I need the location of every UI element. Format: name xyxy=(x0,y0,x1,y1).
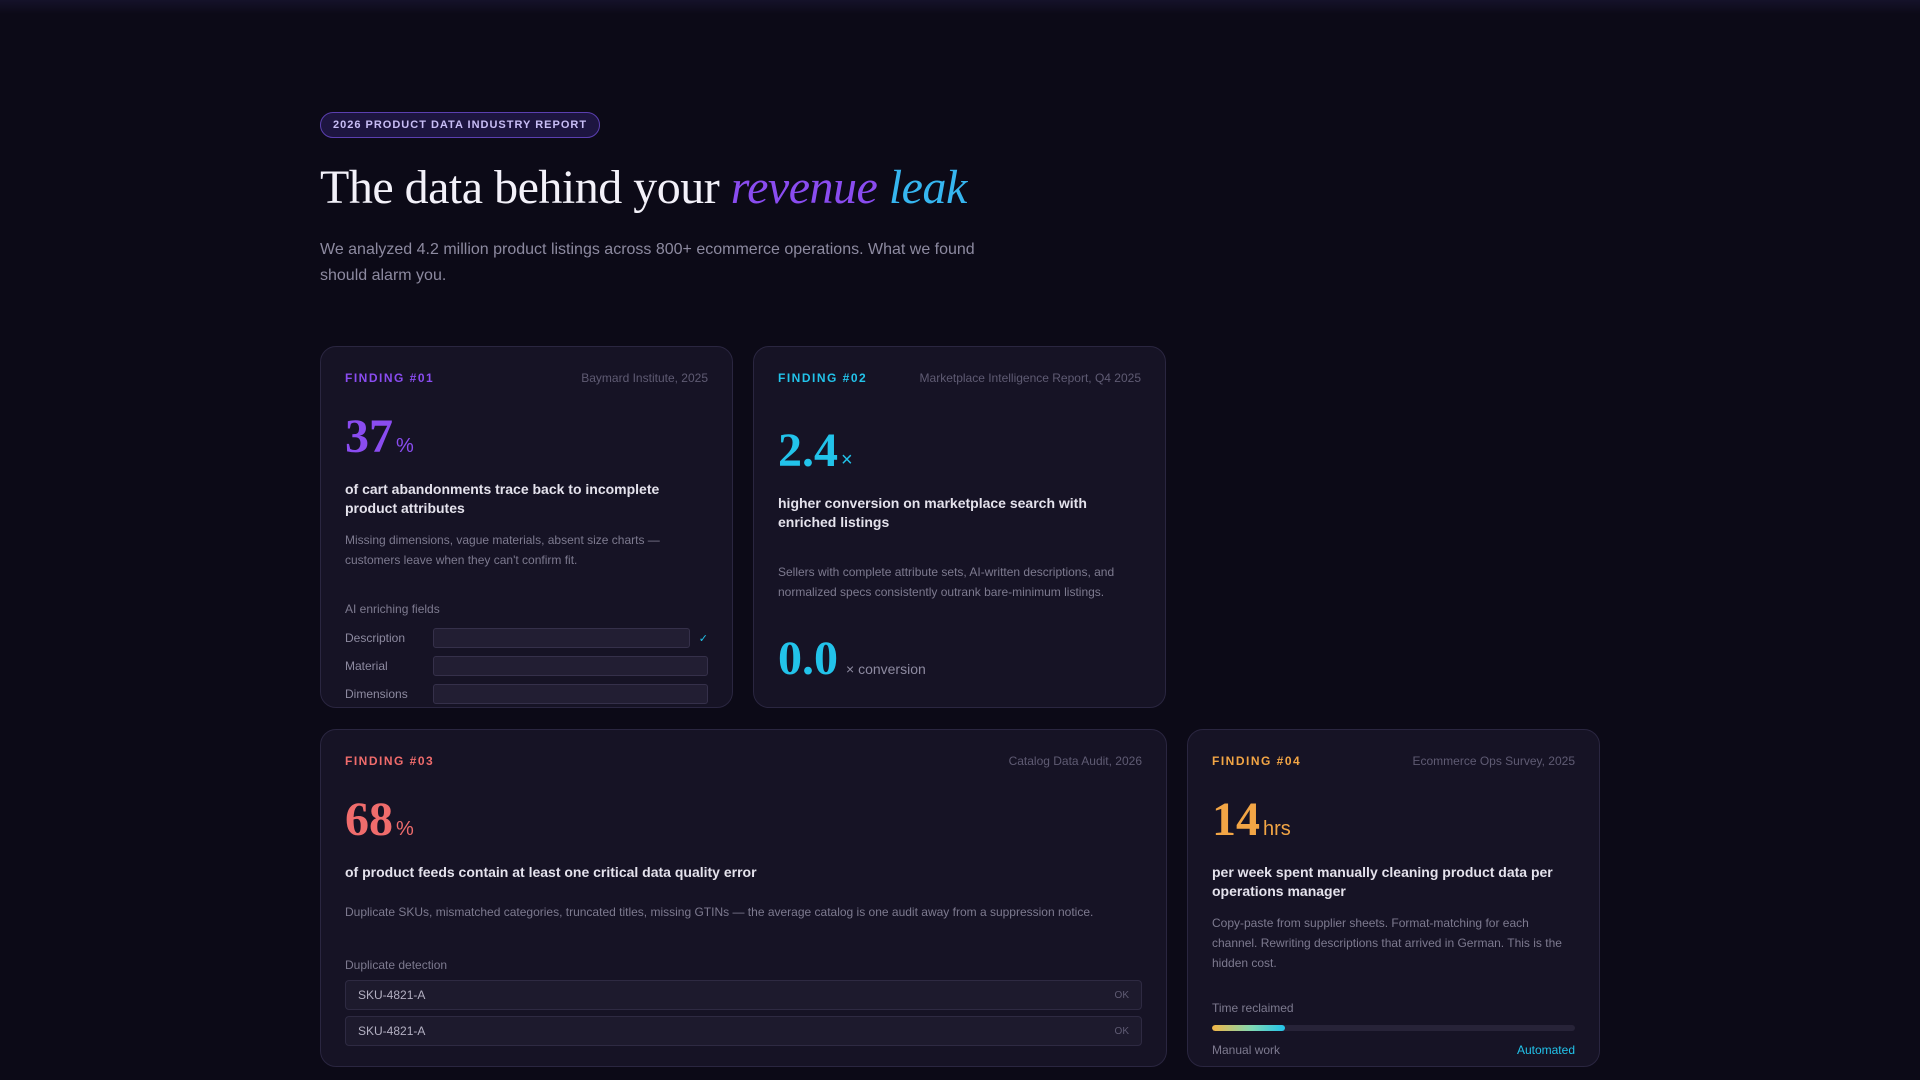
finding-card-02: FINDING #02 Marketplace Intelligence Rep… xyxy=(753,346,1166,708)
finding-stat: 68% xyxy=(345,794,1142,855)
sku-id: SKU-4821-A xyxy=(358,1024,426,1038)
sku-status: OK xyxy=(1114,1025,1129,1037)
finding-tag: FINDING #03 xyxy=(345,754,435,768)
field-name: Description xyxy=(345,631,406,645)
conversion-counter: 0.0 × conversion xyxy=(778,635,926,683)
field-progress-bar xyxy=(433,656,708,676)
title-accent-revenue: revenue xyxy=(730,161,878,214)
card-header: FINDING #03 Catalog Data Audit, 2026 xyxy=(345,754,1142,768)
finding-tag: FINDING #04 xyxy=(1212,754,1302,768)
finding-tag: FINDING #02 xyxy=(778,371,868,385)
stat-number: 37 xyxy=(345,410,393,463)
check-icon: ✓ xyxy=(698,632,708,645)
field-row-dimensions: Dimensions xyxy=(345,680,708,708)
finding-tag: FINDING #01 xyxy=(345,371,435,385)
sku-row: SKU-4821-A OK xyxy=(345,980,1142,1010)
finding-source: Catalog Data Audit, 2026 xyxy=(1008,754,1142,768)
card-header: FINDING #04 Ecommerce Ops Survey, 2025 xyxy=(1212,754,1575,768)
counter-suffix: × conversion xyxy=(846,661,926,677)
field-progress-bar xyxy=(433,628,690,648)
report-badge: 2026 PRODUCT DATA INDUSTRY REPORT xyxy=(320,112,601,138)
finding-card-03: FINDING #03 Catalog Data Audit, 2026 68%… xyxy=(320,729,1167,1067)
sku-row: SKU-4821-A OK xyxy=(345,1016,1142,1046)
finding-headline: of cart abandonments trace back to incom… xyxy=(345,481,660,516)
finding-description: Copy-paste from supplier sheets. Format-… xyxy=(1212,916,1562,970)
top-band xyxy=(0,0,1920,14)
page-subtitle: We analyzed 4.2 million product listings… xyxy=(320,241,975,284)
card-header: FINDING #02 Marketplace Intelligence Rep… xyxy=(778,371,1141,385)
finding-stat: 14 hrs xyxy=(1212,794,1575,855)
stat-number: 68 xyxy=(345,793,393,846)
sku-id: SKU-4821-A xyxy=(358,988,426,1002)
finding-description: Sellers with complete attribute sets, AI… xyxy=(778,565,1115,599)
progress-fill xyxy=(1212,1025,1285,1031)
finding-headline: higher conversion on marketplace search … xyxy=(778,495,1087,530)
field-name: Dimensions xyxy=(345,687,408,701)
stat-unit: % xyxy=(396,435,414,457)
finding-description: Missing dimensions, vague materials, abs… xyxy=(345,533,660,567)
progress-label-manual: Manual work xyxy=(1212,1043,1281,1057)
card-header: FINDING #01 Baymard Institute, 2025 xyxy=(345,371,708,385)
finding-source: Baymard Institute, 2025 xyxy=(581,371,708,385)
field-progress-bar xyxy=(433,684,708,704)
enrichment-fields: Description ✓ Material Dimensions xyxy=(345,624,708,708)
stat-unit: hrs xyxy=(1263,818,1291,840)
field-row-material: Material xyxy=(345,652,708,680)
stat-number: 2.4 xyxy=(778,424,838,477)
widget-label: Duplicate detection xyxy=(345,958,448,972)
time-reclaimed-progress xyxy=(1212,1025,1575,1031)
finding-headline: of product feeds contain at least one cr… xyxy=(345,864,757,880)
page-title: The data behind your revenue leak xyxy=(320,160,1320,215)
stat-unit: × xyxy=(841,449,853,471)
field-row-description: Description ✓ xyxy=(345,624,708,652)
title-accent-leak: leak xyxy=(888,161,967,214)
counter-value: 0.0 xyxy=(778,632,838,685)
finding-stat: 2.4 × xyxy=(778,425,1141,486)
sku-status: OK xyxy=(1114,989,1129,1001)
widget-label: AI enriching fields xyxy=(345,602,440,616)
finding-card-04: FINDING #04 Ecommerce Ops Survey, 2025 1… xyxy=(1187,729,1600,1067)
finding-source: Marketplace Intelligence Report, Q4 2025 xyxy=(919,371,1141,385)
finding-source: Ecommerce Ops Survey, 2025 xyxy=(1412,754,1575,768)
finding-headline: per week spent manually cleaning product… xyxy=(1212,864,1553,899)
finding-stat: 37% xyxy=(345,411,708,472)
hero-section: 2026 PRODUCT DATA INDUSTRY REPORT The da… xyxy=(320,112,1320,289)
finding-card-01: FINDING #01 Baymard Institute, 2025 37% … xyxy=(320,346,733,708)
field-name: Material xyxy=(345,659,388,673)
title-plain: The data behind your xyxy=(320,161,731,214)
stat-unit: % xyxy=(396,818,414,840)
progress-labels: Manual work Automated xyxy=(1212,1043,1575,1057)
progress-label-automated: Automated xyxy=(1516,1043,1575,1057)
finding-description: Duplicate SKUs, mismatched categories, t… xyxy=(345,905,1094,919)
widget-label: Time reclaimed xyxy=(1212,1001,1294,1015)
stat-number: 14 xyxy=(1212,793,1260,846)
